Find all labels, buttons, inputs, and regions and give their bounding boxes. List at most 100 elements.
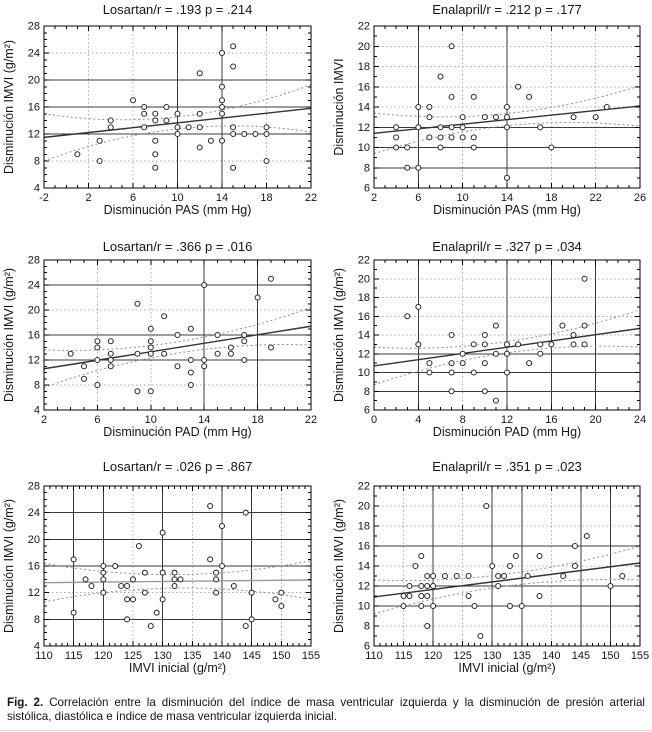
x-tick-label: 20 — [590, 414, 602, 426]
y-tick-label: 8 — [364, 162, 370, 174]
y-tick-label: 16 — [358, 81, 370, 93]
data-point — [248, 616, 255, 623]
x-tick-label: 22 — [590, 192, 602, 204]
x-tick-label: 22 — [305, 192, 317, 204]
regression-line — [373, 562, 641, 598]
x-tick-label: 140 — [213, 650, 231, 662]
data-point — [124, 616, 131, 623]
data-point — [415, 124, 422, 131]
data-point — [152, 117, 159, 124]
data-point — [426, 114, 433, 121]
x-axis-label: Disminución PAD (mm Hg) — [433, 425, 581, 439]
data-point — [171, 576, 178, 583]
data-point — [448, 93, 455, 100]
x-tick-label: 125 — [453, 650, 471, 662]
data-point — [459, 124, 466, 131]
x-tick-label: 145 — [242, 650, 260, 662]
data-point — [570, 341, 577, 348]
data-point — [218, 522, 226, 530]
data-point — [548, 144, 555, 151]
data-point — [418, 592, 425, 600]
data-point — [187, 325, 194, 332]
regression-line — [43, 579, 312, 584]
y-tick-label: 20 — [28, 305, 40, 317]
data-point — [107, 124, 114, 131]
data-point — [242, 509, 249, 516]
data-point — [537, 124, 544, 131]
y-tick-label: 12 — [28, 129, 40, 141]
data-point — [603, 103, 610, 111]
data-point — [107, 338, 114, 345]
data-point — [415, 303, 422, 310]
data-point — [583, 532, 590, 540]
data-point — [185, 124, 192, 131]
x-axis-label: IMVI inicial (g/m²) — [129, 661, 226, 675]
x-tick-label: 115 — [65, 650, 83, 662]
data-point — [495, 572, 502, 580]
data-point — [213, 576, 220, 583]
data-point — [161, 350, 168, 357]
chart-grid: -2 2 6 10 14 18 22 4 8 12 16 20 24 28 Losartan/r = .19… — [2, 2, 652, 675]
data-point — [571, 542, 579, 550]
y-tick-label: 16 — [358, 311, 370, 323]
data-point — [96, 137, 103, 144]
data-point — [218, 49, 226, 57]
data-point — [536, 592, 543, 600]
chart-title: Losartan/r = .193 p = .214 — [103, 2, 253, 17]
x-tick-label: 110 — [35, 650, 53, 662]
data-point — [230, 130, 237, 138]
x-tick-label: 130 — [483, 650, 501, 662]
data-point — [400, 602, 407, 610]
data-point — [406, 582, 413, 590]
data-point — [619, 572, 626, 580]
data-point — [581, 341, 588, 348]
data-point — [481, 388, 488, 395]
x-tick-label: 8 — [460, 414, 466, 426]
data-point — [100, 562, 107, 570]
data-point — [448, 43, 455, 50]
data-point — [124, 596, 131, 603]
data-point — [430, 602, 437, 610]
chart-title: Losartan/r = .026 p = .867 — [103, 459, 253, 474]
data-point — [267, 344, 274, 351]
caption-label: Fig. 2. — [7, 696, 44, 709]
y-tick-label: 14 — [358, 102, 370, 114]
y-tick-label: 14 — [358, 330, 370, 342]
x-tick-label: -2 — [39, 192, 49, 204]
data-point — [171, 569, 178, 576]
chart-cell-enalapril-pad: 0 4 8 12 16 20 24 6 8 10 12 14 16 18 20 22 Enalapril/r =… — [326, 220, 652, 450]
data-point — [100, 576, 107, 583]
data-point — [404, 313, 411, 320]
data-point — [393, 144, 400, 151]
bottom-rule — [0, 730, 652, 731]
data-point — [141, 569, 148, 576]
data-point — [560, 572, 567, 580]
data-point — [393, 124, 400, 131]
data-point — [278, 589, 285, 596]
data-point — [459, 360, 466, 367]
data-point — [537, 341, 544, 348]
data-point — [147, 338, 154, 345]
regression-line — [43, 325, 312, 370]
data-point — [503, 341, 511, 348]
data-point — [141, 589, 148, 596]
data-point — [453, 572, 460, 580]
data-point — [506, 602, 513, 610]
data-point — [406, 592, 413, 600]
data-point — [152, 164, 159, 171]
confidence-band-lower — [373, 578, 641, 615]
x-tick-label: 14 — [501, 192, 513, 204]
data-point — [248, 589, 255, 596]
data-point — [503, 174, 511, 181]
data-point — [213, 569, 220, 576]
data-point — [524, 572, 531, 580]
data-point — [404, 164, 411, 171]
data-point — [230, 164, 237, 171]
y-tick-label: 12 — [358, 348, 370, 360]
data-point — [74, 151, 81, 158]
confidence-band-lower — [43, 343, 312, 388]
x-tick-label: 10 — [171, 192, 183, 204]
data-point — [70, 556, 77, 563]
data-point — [415, 103, 422, 111]
